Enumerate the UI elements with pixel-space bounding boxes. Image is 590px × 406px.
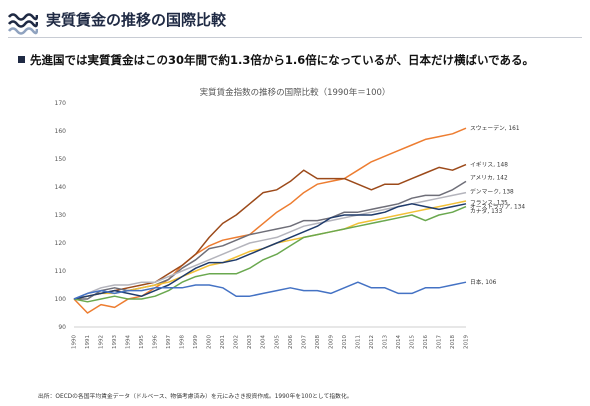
x-tick-label: 1996 [153,335,159,349]
bullet-square-icon [18,56,25,63]
x-tick-label: 2014 [396,335,402,349]
x-tick-label: 2019 [464,335,470,349]
source-note: 出所：OECDの各国平均賃金データ（ドルベース、物価考慮済み）を元にみさき投資作… [38,394,353,400]
chart-title: 実質賃金指数の推移の国際比較（1990年＝100） [199,88,391,98]
series-end-label: オーストラリア, 134 [470,203,525,210]
x-tick-label: 2009 [328,335,334,349]
series-end-label: デンマーク, 138 [470,188,514,196]
x-tick-label: 2010 [342,335,348,349]
series-end-label: スウェーデン, 161 [470,124,520,132]
series-line [73,281,467,300]
x-tick-label: 2005 [274,335,280,349]
y-tick-label: 110 [55,268,67,275]
x-tick-label: 1994 [126,335,132,349]
series-end-label: アメリカ, 142 [470,174,508,181]
header-divider [8,37,582,38]
wave-logo-icon [8,13,38,35]
y-tick-label: 130 [55,212,67,219]
y-tick-label: 170 [55,100,67,107]
y-tick-label: 100 [55,296,67,303]
x-tick-label: 2000 [207,335,213,349]
series-line [73,163,467,300]
series-end-label: カナダ, 133 [470,207,502,215]
y-tick-label: 90 [58,324,66,331]
x-tick-label: 2011 [355,335,361,349]
x-tick-label: 2012 [369,335,375,349]
x-tick-label: 1995 [139,335,145,349]
x-tick-label: 1993 [112,335,118,349]
series-line [73,127,467,314]
y-tick-label: 140 [55,184,67,191]
series-line [73,203,467,300]
series-end-label: フランス, 135 [470,200,508,207]
x-tick-label: 2007 [301,335,307,349]
x-tick-label: 2008 [315,335,321,349]
series-line [73,205,467,303]
page-title: 実質賃金の推移の国際比較 [46,11,227,29]
x-tick-label: 2001 [220,335,226,349]
x-tick-label: 1991 [85,335,91,349]
y-tick-label: 120 [55,240,67,247]
y-tick-label: 150 [55,156,67,163]
x-tick-label: 2004 [261,335,267,349]
series-end-label: イギリス, 148 [470,162,508,169]
x-tick-label: 2017 [436,335,442,349]
x-tick-label: 1999 [193,335,199,349]
x-tick-label: 1998 [180,335,186,349]
x-tick-label: 2003 [247,335,253,349]
series-end-label: 日本, 106 [470,278,497,286]
x-tick-label: 2013 [382,335,388,349]
x-tick-label: 2016 [423,335,429,349]
headline-text: 先進国では実質賃金はこの30年間で約1.3倍から1.6倍になっているが、日本だけ… [30,53,534,67]
x-tick-label: 1997 [166,335,172,349]
y-tick-label: 160 [55,128,67,135]
x-tick-label: 2002 [234,335,240,349]
x-tick-label: 2015 [409,335,415,349]
x-tick-label: 2006 [288,335,294,349]
x-tick-label: 2018 [450,335,456,349]
x-tick-label: 1990 [72,335,78,349]
x-tick-label: 1992 [99,335,105,349]
series-line [74,180,467,300]
